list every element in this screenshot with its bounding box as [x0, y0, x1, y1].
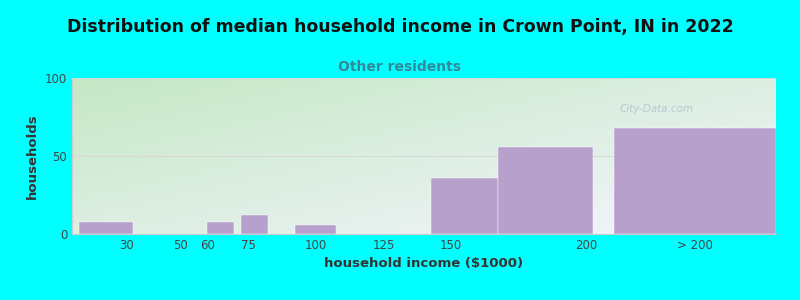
Bar [430, 178, 498, 234]
X-axis label: household income ($1000): household income ($1000) [325, 257, 523, 270]
Bar [295, 225, 336, 234]
Bar [614, 128, 776, 234]
Bar [78, 221, 133, 234]
Text: City-Data.com: City-Data.com [619, 104, 694, 114]
Text: Distribution of median household income in Crown Point, IN in 2022: Distribution of median household income … [66, 18, 734, 36]
Bar [207, 221, 234, 234]
Text: Other residents: Other residents [338, 60, 462, 74]
Bar [242, 215, 268, 234]
Y-axis label: households: households [26, 113, 39, 199]
Bar [498, 147, 594, 234]
